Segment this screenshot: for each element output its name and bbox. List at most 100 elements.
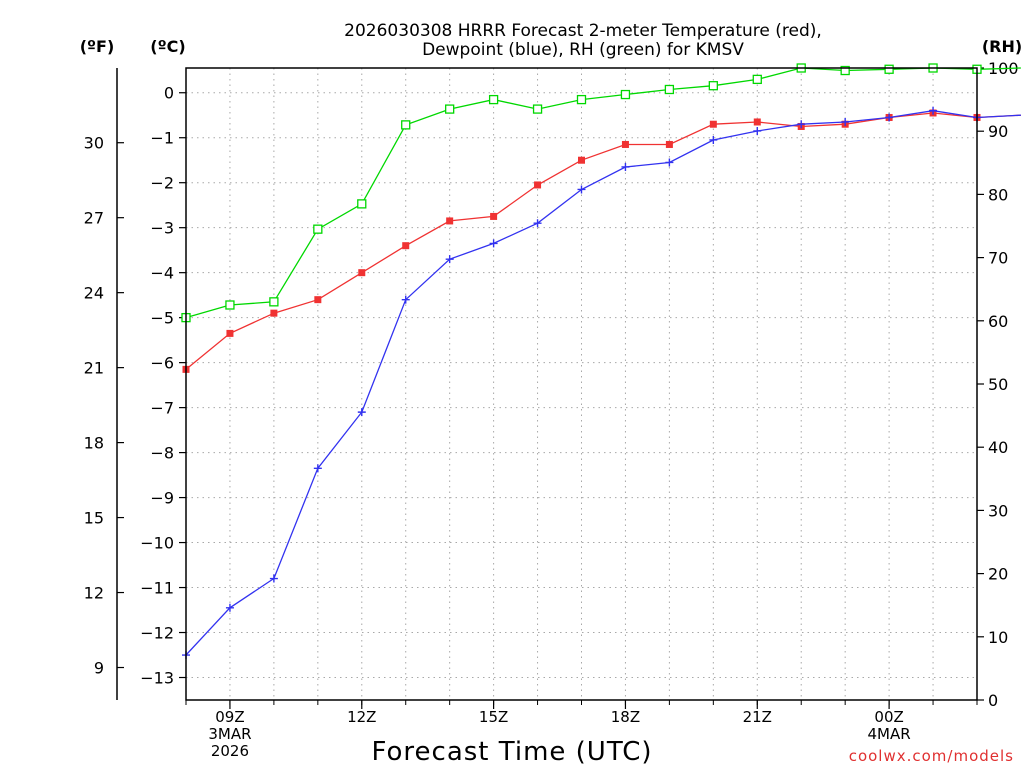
chart-subtitle: Dewpoint (blue), RH (green) for KMSV xyxy=(422,40,744,60)
rh-point xyxy=(357,199,367,209)
celsius-tick-label: −5 xyxy=(150,309,174,328)
dewpoint-point xyxy=(357,408,366,417)
dewpoint-point xyxy=(709,135,718,144)
dewpoint-point xyxy=(269,574,278,583)
x-axis-label: Forecast Time (UTC) xyxy=(371,737,652,767)
fahrenheit-tick-label: 12 xyxy=(84,584,104,603)
rh-point xyxy=(313,224,323,234)
temperature-point xyxy=(446,217,454,225)
fahrenheit-tick-label: 21 xyxy=(84,359,104,378)
x-tick-label: 4MAR xyxy=(868,725,911,743)
temperature-point xyxy=(358,269,366,277)
rh-point xyxy=(401,120,411,130)
rh-point xyxy=(664,84,675,95)
celsius-tick-label: −10 xyxy=(140,534,174,553)
temperature-point xyxy=(270,309,278,317)
dewpoint-point xyxy=(621,162,630,171)
rh-point xyxy=(752,74,762,85)
celsius-tick-label: −8 xyxy=(150,444,174,463)
plot-frame xyxy=(185,67,978,701)
chart-title: 2026030308 HRRR Forecast 2-meter Tempera… xyxy=(344,21,822,41)
rh-point xyxy=(225,300,235,310)
temperature-point xyxy=(578,156,585,164)
fahrenheit-tick-label: 15 xyxy=(84,509,104,528)
celsius-tick-label: −3 xyxy=(150,219,174,238)
rh-tick-label: 90 xyxy=(988,122,1008,141)
celsius-tick-label: −13 xyxy=(140,669,174,688)
data-series xyxy=(181,63,1021,660)
temperature-point xyxy=(402,242,410,250)
dewpoint-point xyxy=(577,185,586,194)
fahrenheit-tick-label: 27 xyxy=(84,209,104,228)
rh-tick-label: 0 xyxy=(988,691,998,710)
rh-tick-label: 20 xyxy=(988,565,1008,584)
celsius-tick-label: −12 xyxy=(140,624,174,643)
fahrenheit-tick-label: 24 xyxy=(84,284,104,303)
celsius-tick-label: 0 xyxy=(164,84,174,103)
series-dewpoint xyxy=(182,106,1021,660)
rh-tick-label: 10 xyxy=(988,628,1008,647)
celsius-tick-label: −1 xyxy=(150,129,174,148)
axes: 9 12 15 18 21 24 27 30 0 −1 −2 −3 −4 −5 −6 −7 −8 −9 −10 −11… xyxy=(84,59,1019,710)
fahrenheit-axis-unit: (ºF) xyxy=(80,37,115,56)
rh-point xyxy=(269,297,279,307)
celsius-tick-label: −6 xyxy=(150,354,174,373)
temperature-point xyxy=(753,118,761,126)
rh-line xyxy=(185,67,1021,319)
dewpoint-point xyxy=(533,219,542,228)
x-tick-label: 09Z xyxy=(215,708,244,726)
x-tick-label: 12Z xyxy=(347,708,376,726)
credit-text: coolwx.com/models xyxy=(849,747,1014,765)
temperature-point xyxy=(490,212,498,220)
series-rh xyxy=(181,63,1021,323)
rh-tick-label: 30 xyxy=(988,501,1008,520)
grid-lines xyxy=(186,68,977,700)
x-tick-label: 00Z xyxy=(874,708,903,726)
x-tick-label: 18Z xyxy=(611,708,640,726)
dewpoint-point xyxy=(797,120,806,129)
series-temperature xyxy=(182,109,1021,373)
temperature-point xyxy=(226,329,234,337)
rh-point xyxy=(488,94,499,105)
dewpoint-point xyxy=(313,464,322,473)
dewpoint-point xyxy=(225,603,234,612)
dewpoint-point xyxy=(401,295,410,304)
dewpoint-point xyxy=(841,117,850,126)
rh-point xyxy=(445,104,455,114)
celsius-tick-label: −7 xyxy=(150,399,174,418)
rh-tick-label: 60 xyxy=(988,312,1008,331)
fahrenheit-tick-label: 9 xyxy=(94,659,104,678)
rh-point xyxy=(576,94,587,105)
rh-point xyxy=(884,64,894,74)
rh-point xyxy=(840,65,850,76)
rh-tick-label: 70 xyxy=(988,249,1008,268)
rh-point xyxy=(532,104,543,114)
fahrenheit-tick-label: 30 xyxy=(84,134,104,153)
rh-tick-label: 80 xyxy=(988,185,1008,204)
rh-axis-unit: (RH) xyxy=(982,37,1022,56)
celsius-tick-label: −9 xyxy=(150,489,174,508)
x-tick-label: 2026 xyxy=(211,742,249,760)
dewpoint-line xyxy=(185,110,1021,656)
x-tick-label: 21Z xyxy=(743,708,772,726)
dewpoint-point xyxy=(445,255,454,264)
dewpoint-point xyxy=(753,126,762,135)
rh-tick-label: 40 xyxy=(988,438,1008,457)
temperature-point xyxy=(314,296,322,304)
rh-point xyxy=(620,89,631,100)
dewpoint-point xyxy=(489,239,498,248)
fahrenheit-tick-label: 18 xyxy=(84,434,104,453)
x-tick-label: 15Z xyxy=(479,708,508,726)
temperature-point xyxy=(534,181,542,189)
celsius-tick-label: −11 xyxy=(140,579,174,598)
rh-tick-label: 50 xyxy=(988,375,1008,394)
dewpoint-point xyxy=(929,106,938,115)
temperature-point xyxy=(621,140,629,148)
celsius-axis-unit: (ºC) xyxy=(150,37,185,56)
celsius-tick-label: −4 xyxy=(150,264,174,283)
temperature-point xyxy=(665,140,673,148)
x-tick-label: 3MAR xyxy=(208,725,251,743)
celsius-tick-label: −2 xyxy=(150,174,174,193)
